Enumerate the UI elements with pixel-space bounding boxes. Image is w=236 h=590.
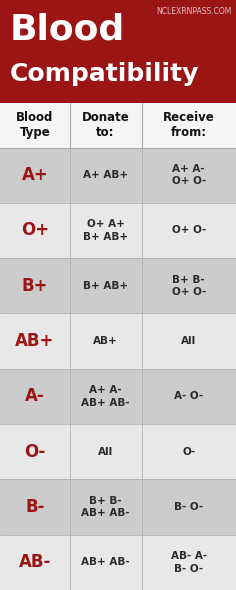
Text: A+: A+ (21, 166, 48, 184)
Bar (0, 103, 236, 148)
Text: All: All (181, 336, 196, 346)
Text: A+ A-
AB+ AB-: A+ A- AB+ AB- (81, 385, 130, 408)
Text: O+ O-: O+ O- (172, 225, 206, 235)
Text: B+ AB+: B+ AB+ (83, 281, 128, 291)
Bar (0, 148, 236, 203)
Bar (0, 369, 236, 424)
Text: B+: B+ (21, 277, 48, 295)
Text: B+ B-
O+ O-: B+ B- O+ O- (172, 274, 206, 297)
Text: O-: O- (24, 442, 46, 461)
Text: NCLEXRNPASS.COM: NCLEXRNPASS.COM (156, 7, 231, 16)
Bar (0, 535, 236, 590)
Text: A+ A-
O+ O-: A+ A- O+ O- (172, 164, 206, 186)
Text: Compatibility: Compatibility (9, 62, 199, 86)
Bar (0, 258, 236, 313)
Bar (0, 0, 236, 103)
Text: B-: B- (25, 498, 45, 516)
Text: O-: O- (182, 447, 195, 457)
Text: AB-: AB- (19, 553, 51, 571)
Text: B- O-: B- O- (174, 502, 203, 512)
Bar (0, 203, 236, 258)
Text: Donate
to:: Donate to: (82, 112, 130, 139)
Text: A+ AB+: A+ AB+ (83, 170, 128, 180)
Text: AB+ AB-: AB+ AB- (81, 558, 130, 568)
Text: All: All (98, 447, 113, 457)
Text: AB+: AB+ (93, 336, 118, 346)
Text: A-: A- (25, 388, 45, 405)
Text: Blood
Type: Blood Type (16, 112, 54, 139)
Text: Receive
from:: Receive from: (163, 112, 215, 139)
Bar (0, 479, 236, 535)
Text: AB- A-
B- O-: AB- A- B- O- (171, 551, 207, 573)
Text: Blood: Blood (9, 12, 125, 46)
Bar (0, 313, 236, 369)
Text: A- O-: A- O- (174, 391, 203, 401)
Text: O+: O+ (21, 221, 49, 240)
Text: O+ A+
B+ AB+: O+ A+ B+ AB+ (83, 219, 128, 242)
Text: B+ B-
AB+ AB-: B+ B- AB+ AB- (81, 496, 130, 518)
Bar (0, 424, 236, 479)
Text: AB+: AB+ (15, 332, 55, 350)
